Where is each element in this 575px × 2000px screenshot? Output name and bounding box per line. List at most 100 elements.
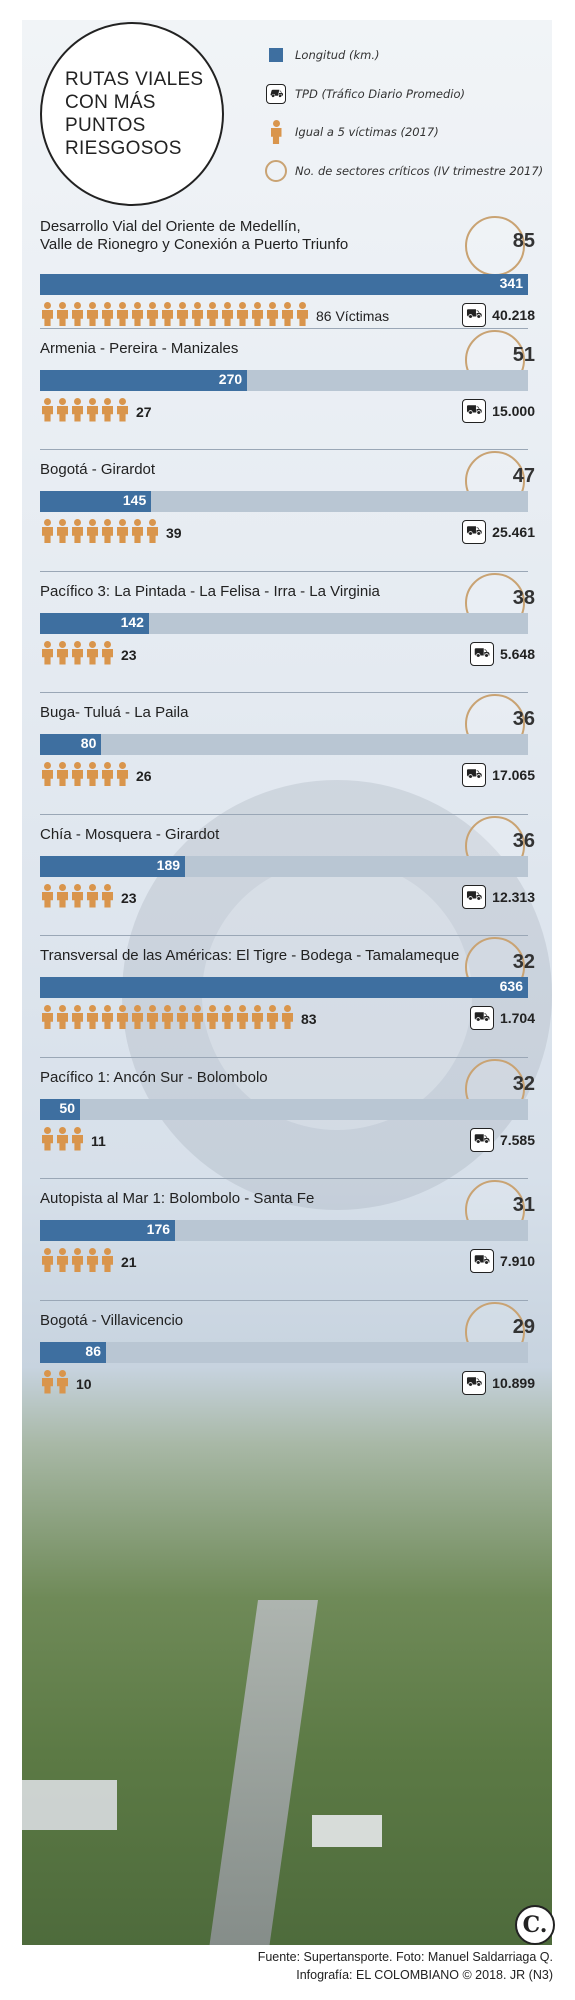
person-icon xyxy=(160,302,175,326)
person-icon xyxy=(40,519,55,543)
page-title: RUTAS VIALES CON MÁS PUNTOS RIESGOSOS xyxy=(65,69,204,159)
length-bar xyxy=(40,977,528,998)
length-bar xyxy=(40,369,248,391)
person-icon xyxy=(55,519,70,543)
person-icon xyxy=(205,1005,220,1029)
tpd-group: ⛟ 1.704 xyxy=(469,1006,535,1030)
length-bar-track: 189 xyxy=(40,855,528,877)
person-icon xyxy=(70,519,85,543)
victims-icons: 86 Víctimas xyxy=(40,302,389,326)
person-icon xyxy=(100,397,115,422)
victims-icons: 23 xyxy=(40,640,137,665)
length-value: 145 xyxy=(122,492,147,508)
victims-value: 11 xyxy=(91,1132,106,1149)
car-icon: ⛟ xyxy=(469,641,494,666)
person-icon xyxy=(85,302,100,326)
victims-icons: 23 xyxy=(40,883,137,908)
critical-sectors-value: 32 xyxy=(512,951,535,973)
route-name: Armenia - Pereira - Manizales xyxy=(40,339,239,357)
tpd-group: ⛟ 10.899 xyxy=(462,1370,535,1395)
tpd-group: ⛟ 40.218 xyxy=(462,303,535,327)
car-icon: ⛟ xyxy=(462,763,487,787)
person-icon xyxy=(130,302,145,326)
person-icon xyxy=(175,1005,190,1029)
person-icon xyxy=(100,302,115,326)
car-icon: ⛟ xyxy=(469,1127,494,1152)
person-icon xyxy=(85,762,100,786)
victims-icons: 39 xyxy=(40,519,182,543)
critical-sectors-value: 36 xyxy=(512,829,535,852)
critical-sectors-value: 31 xyxy=(512,1194,535,1216)
person-icon xyxy=(115,1005,130,1029)
person-icon xyxy=(70,1248,85,1272)
person-icon xyxy=(100,883,115,908)
length-value: 636 xyxy=(499,978,523,994)
length-bar xyxy=(40,855,186,877)
person-icon xyxy=(55,1005,70,1029)
square-icon xyxy=(269,48,283,62)
route-divider xyxy=(40,813,528,815)
critical-sectors-value: 29 xyxy=(512,1315,535,1338)
victims-value: 26 xyxy=(136,768,152,784)
person-icon xyxy=(40,883,55,908)
critical-sectors-value: 51 xyxy=(512,343,535,366)
person-icon xyxy=(280,1005,295,1029)
person-icon xyxy=(85,1005,100,1029)
victims-value: 10 xyxy=(76,1375,92,1392)
photo-building xyxy=(312,1815,382,1847)
route-name: Pacífico 3: La Pintada - La Felisa - Irr… xyxy=(40,582,380,600)
person-icon xyxy=(40,1369,55,1394)
person-icon xyxy=(205,302,220,326)
length-bar-track: 341 xyxy=(40,274,528,295)
legend-victims: Igual a 5 víctimas (2017) xyxy=(265,120,439,144)
route-name: Autopista al Mar 1: Bolombolo - Santa Fe xyxy=(40,1190,315,1207)
person-icon xyxy=(175,302,190,326)
person-icon xyxy=(40,1126,55,1151)
critical-sectors-value: 36 xyxy=(512,708,535,730)
route-divider xyxy=(40,1178,528,1179)
victims-icons: 10 xyxy=(40,1369,92,1394)
person-icon xyxy=(55,762,70,786)
length-value: 189 xyxy=(156,856,181,873)
person-icon xyxy=(85,640,100,665)
person-icon xyxy=(100,1005,115,1029)
route-row: Bogotá - Villavicencio 29 86 10 ⛟ 10.899 xyxy=(40,1301,535,1432)
tpd-group: ⛟ 12.313 xyxy=(462,884,535,909)
tpd-group: ⛟ 7.585 xyxy=(469,1127,535,1152)
route-row: Armenia - Pereira - Manizales 51 270 27 ⛟ 15.… xyxy=(40,329,535,460)
photo-road xyxy=(205,1600,319,1945)
person-icon xyxy=(235,302,250,326)
victims-value: 23 xyxy=(121,646,137,663)
person-icon xyxy=(100,1248,115,1272)
person-icon xyxy=(265,1005,280,1029)
car-icon: ⛟ xyxy=(462,1370,487,1395)
victims-icons: 26 xyxy=(40,762,152,786)
route-divider xyxy=(40,327,528,329)
length-bar xyxy=(40,612,149,634)
person-icon xyxy=(85,883,100,908)
car-icon: ⛟ xyxy=(469,1006,494,1030)
critical-sectors-value: 38 xyxy=(512,586,535,609)
route-name: Pacífico 1: Ancón Sur - Bolombolo xyxy=(40,1068,268,1086)
length-bar-track: 270 xyxy=(40,369,528,391)
length-bar-track: 636 xyxy=(40,977,528,998)
person-icon xyxy=(40,640,55,665)
legend-victims-label: Igual a 5 víctimas (2017) xyxy=(295,125,439,139)
length-bar-track: 176 xyxy=(40,1220,528,1241)
length-value: 80 xyxy=(80,735,97,751)
person-icon xyxy=(145,519,160,543)
person-icon xyxy=(70,762,85,786)
person-icon xyxy=(70,640,85,665)
person-icon xyxy=(220,1005,235,1029)
length-bar xyxy=(40,734,102,755)
length-value: 341 xyxy=(499,275,523,291)
person-icon xyxy=(40,1248,55,1272)
person-icon xyxy=(55,397,70,422)
person-icon xyxy=(40,1005,55,1029)
length-bar xyxy=(40,1341,106,1363)
victims-icons: 21 xyxy=(40,1248,137,1272)
person-icon xyxy=(250,302,265,326)
route-divider xyxy=(40,1299,528,1301)
tpd-value: 25.461 xyxy=(492,524,535,540)
person-icon xyxy=(190,302,205,326)
